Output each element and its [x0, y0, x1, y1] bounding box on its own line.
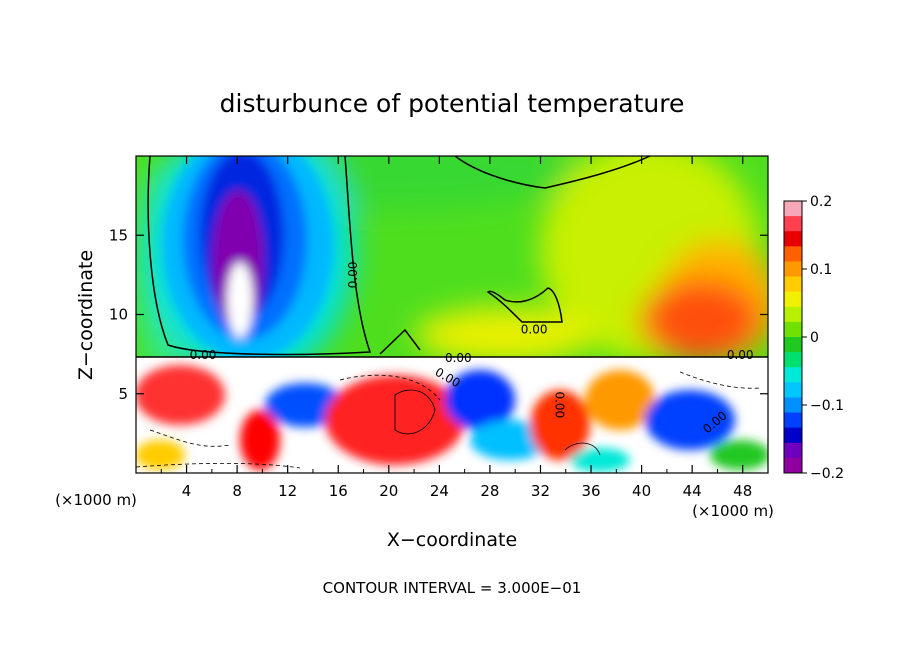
x-tick-label: 44 [683, 482, 702, 500]
colorbar-swatch [784, 457, 802, 474]
contour-label: 0.00 [553, 391, 567, 418]
colorbar-swatch [784, 246, 802, 262]
colorbar-swatch [784, 261, 802, 278]
colorbar-swatch [784, 412, 802, 429]
colorbar: 0.2 0.1 0 −0.1 −0.2 [783, 194, 844, 482]
colorbar-swatch [784, 367, 802, 383]
x-axis: 4 8 12 16 20 24 28 32 36 40 44 48 [160, 156, 752, 500]
contour-label: 0.00 [521, 323, 548, 337]
x-tick-label: 24 [430, 482, 449, 500]
x-tick-label: 28 [480, 482, 499, 500]
colorbar-label: −0.1 [810, 398, 844, 414]
x-tick-label: 32 [531, 482, 550, 500]
colorbar-label: 0.2 [810, 194, 832, 210]
colorbar-swatch [784, 231, 802, 247]
colorbar-swatch [784, 321, 802, 338]
contour-labels: 0.000.000.000.000.000.000.000.00 [190, 262, 754, 437]
colorbar-swatch [784, 201, 802, 217]
colorbar-swatch [784, 291, 802, 308]
x-tick-label: 20 [379, 482, 398, 500]
y-tick-label: 5 [118, 385, 128, 403]
x-unit-right: (×1000 m) [692, 502, 774, 520]
y-tick-label: 15 [109, 226, 128, 244]
y-axis: 5 10 15 [109, 226, 768, 403]
x-unit-left: (×1000 m) [55, 491, 137, 509]
colorbar-swatch [784, 216, 802, 232]
x-tick-label: 16 [329, 482, 348, 500]
colorbar-label: 0 [810, 330, 819, 346]
colorbar-swatch [784, 276, 802, 293]
colorbar-swatch [784, 442, 802, 459]
x-axis-label: X−coordinate [387, 529, 517, 551]
y-axis-label: Z−coordinate [75, 250, 97, 380]
contour-label: 0.00 [727, 348, 754, 362]
colorbar-label: 0.1 [810, 262, 832, 278]
x-tick-label: 12 [278, 482, 297, 500]
x-tick-label: 4 [182, 482, 192, 500]
x-tick-label: 36 [581, 482, 600, 500]
y-tick-label: 10 [109, 306, 128, 324]
contour-label: 0.00 [190, 348, 217, 362]
chart-title: disturbunce of potential temperature [220, 89, 685, 118]
x-tick-label: 48 [733, 482, 752, 500]
colorbar-label: −0.2 [810, 466, 844, 482]
colorbar-swatch [784, 382, 802, 398]
colorbar-swatch [784, 427, 802, 444]
contour-interval-note: CONTOUR INTERVAL = 3.000E−01 [323, 579, 582, 597]
colorbar-swatch [784, 337, 802, 353]
colorbar-swatch [784, 306, 802, 323]
x-tick-label: 8 [232, 482, 242, 500]
contour-label: 0.00 [346, 262, 360, 289]
x-tick-label: 40 [632, 482, 651, 500]
colorbar-swatch [784, 352, 802, 368]
contour-label: 0.00 [445, 351, 472, 365]
heatmap-field [136, 156, 768, 473]
colorbar-swatch [784, 397, 802, 414]
